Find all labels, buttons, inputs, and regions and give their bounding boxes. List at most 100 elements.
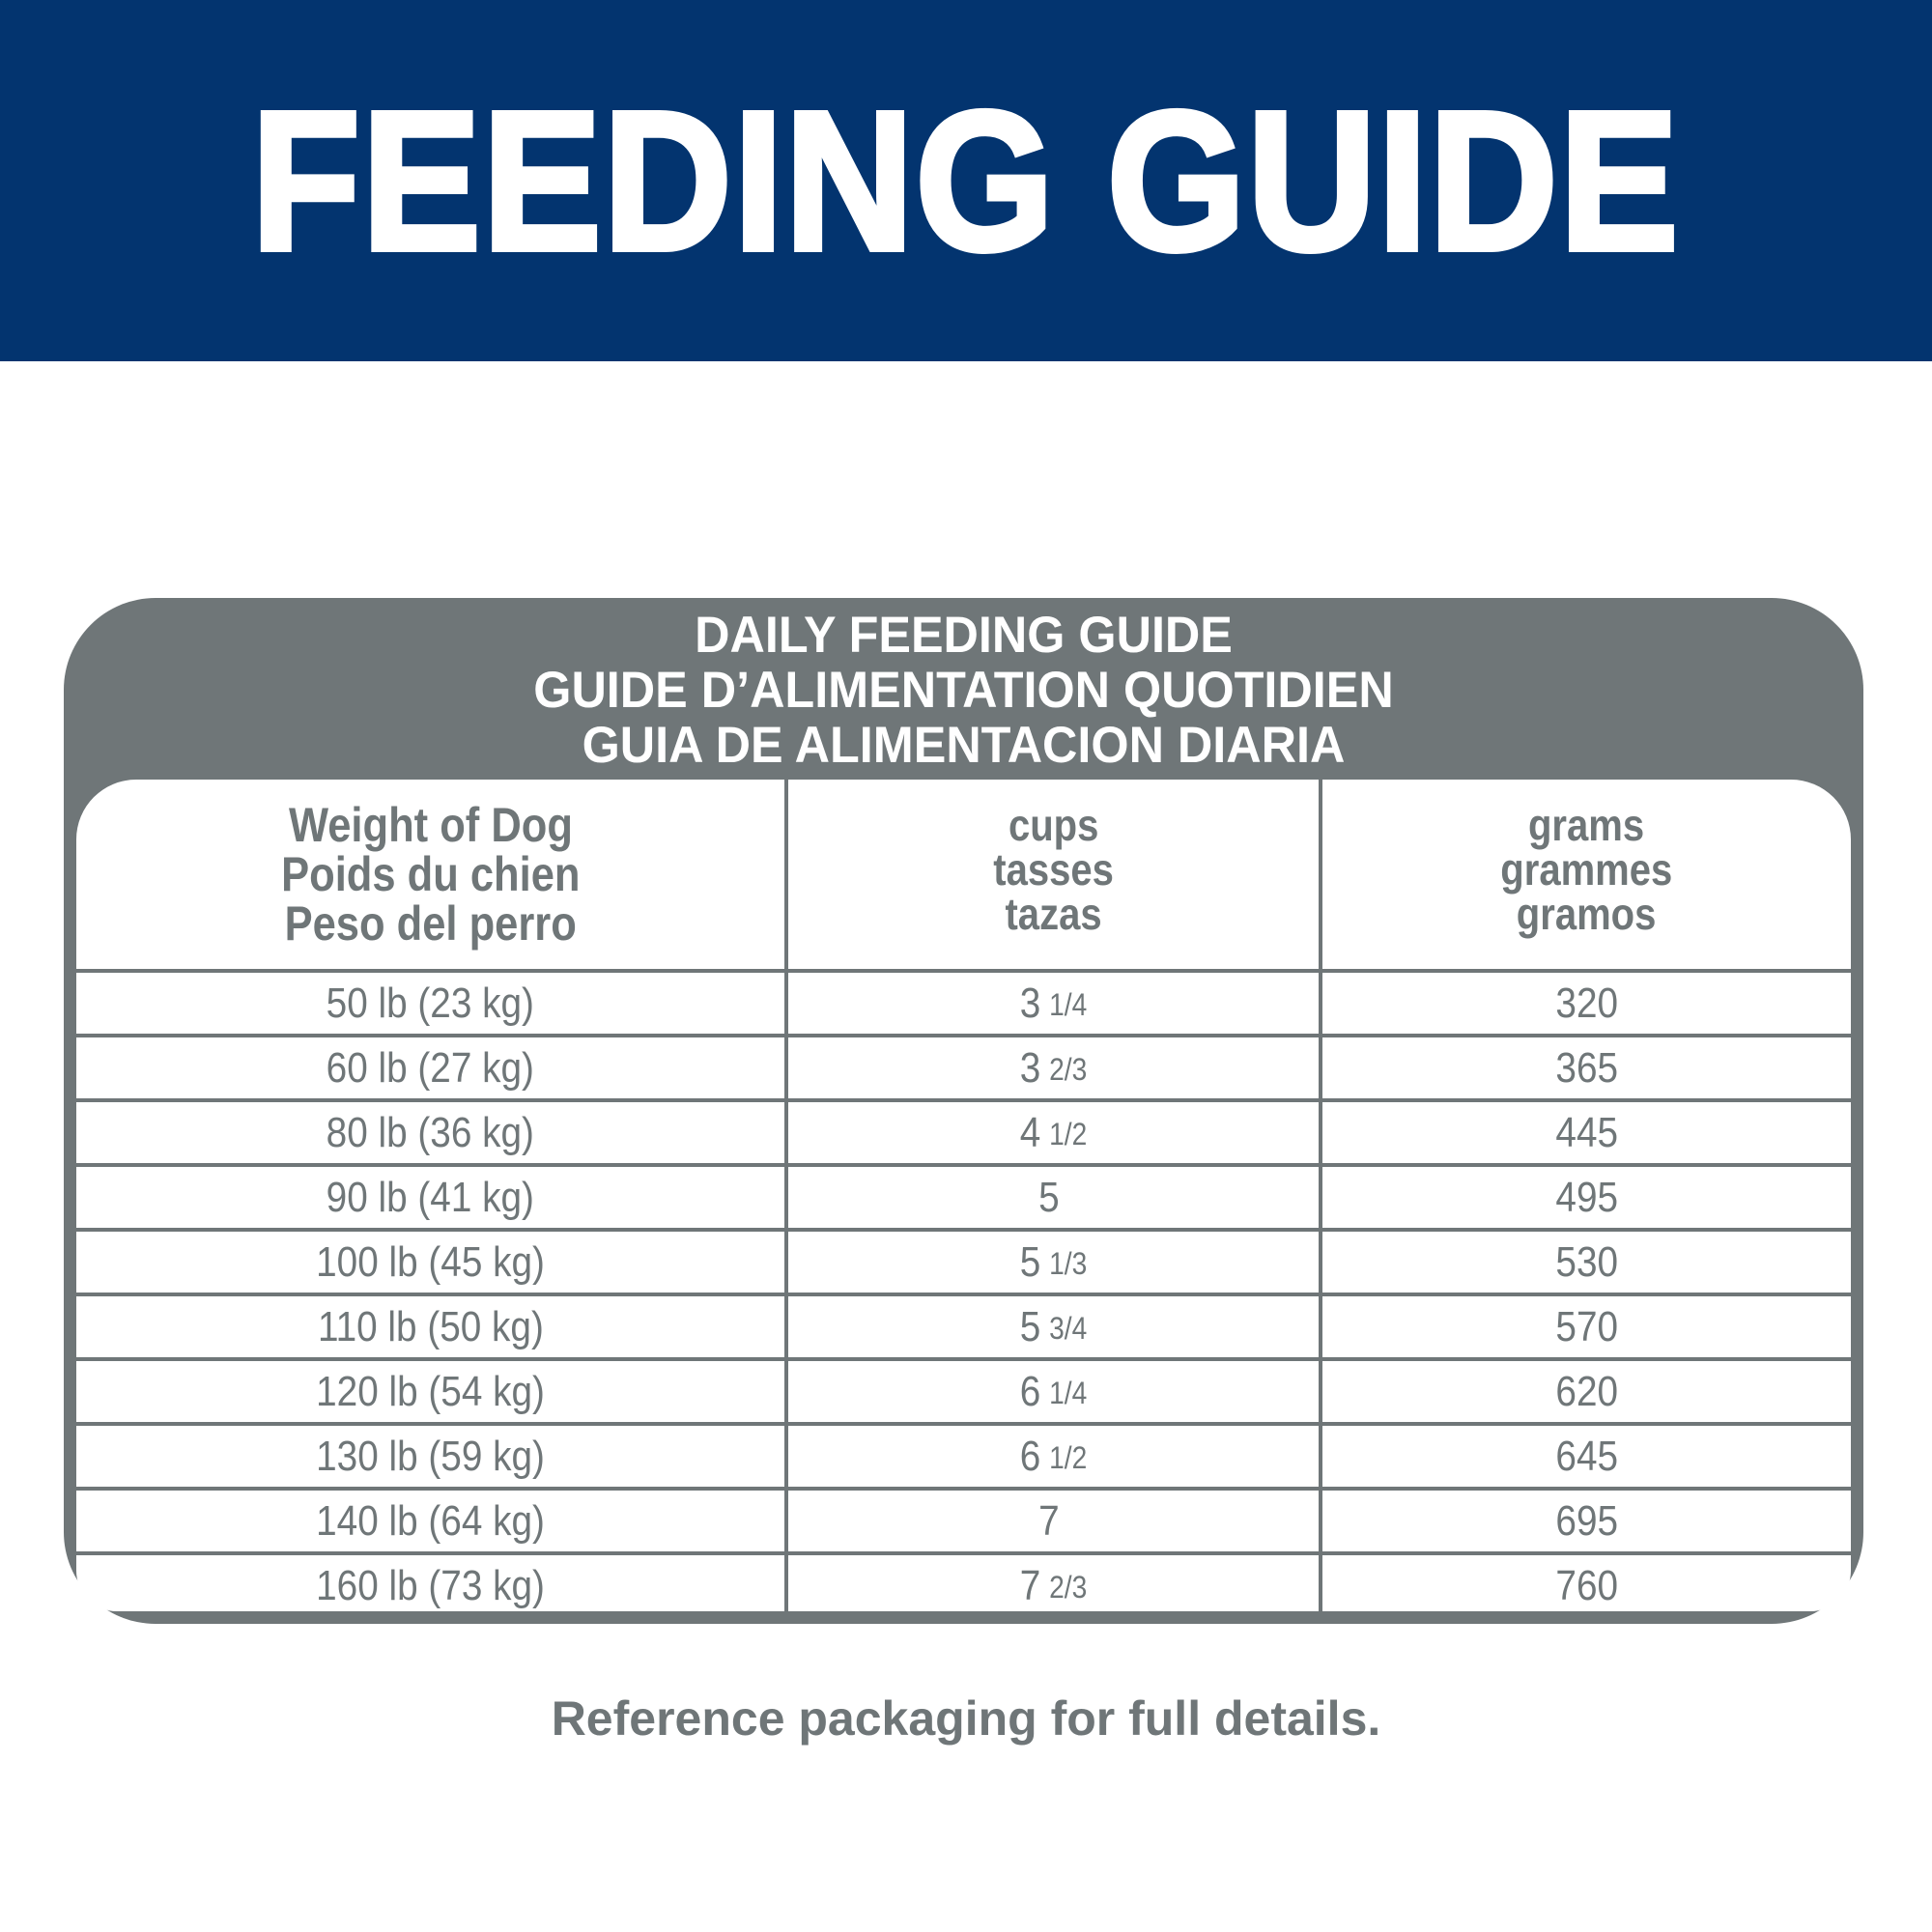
table-row: 80 lb (36 kg) 4 1/2 445 bbox=[76, 1098, 1851, 1163]
cups-fraction: 1/3 bbox=[1049, 1245, 1088, 1281]
weight-value: 160 lb (73 kg) bbox=[316, 1561, 545, 1609]
feeding-table: Weight of Dog Poids du chien Peso del pe… bbox=[76, 780, 1851, 1611]
grams-cell: 320 bbox=[1322, 973, 1851, 1034]
table-title-es: GUIA DE ALIMENTACION DIARIA bbox=[582, 717, 1346, 774]
cups-fraction: 2/3 bbox=[1049, 1051, 1088, 1087]
grams-cell: 695 bbox=[1322, 1491, 1851, 1551]
weight-cell: 120 lb (54 kg) bbox=[76, 1361, 788, 1422]
weight-value: 130 lb (59 kg) bbox=[316, 1432, 545, 1480]
weight-value: 50 lb (23 kg) bbox=[326, 979, 535, 1027]
grams-cell: 760 bbox=[1322, 1555, 1851, 1611]
cups-cell: 5 bbox=[788, 1167, 1322, 1228]
grams-value: 695 bbox=[1555, 1496, 1618, 1545]
weight-cell: 50 lb (23 kg) bbox=[76, 973, 788, 1034]
weight-cell: 60 lb (27 kg) bbox=[76, 1037, 788, 1098]
grams-value: 365 bbox=[1555, 1043, 1618, 1092]
grams-value: 570 bbox=[1555, 1302, 1618, 1350]
header-cups-fr: tasses bbox=[993, 844, 1114, 895]
cups-fraction: 3/4 bbox=[1049, 1310, 1088, 1346]
grams-cell: 365 bbox=[1322, 1037, 1851, 1098]
cups-whole: 5 bbox=[1038, 1173, 1060, 1221]
grams-value: 645 bbox=[1555, 1432, 1618, 1480]
cups-cell: 7 2/3 bbox=[788, 1555, 1322, 1611]
table-row: 100 lb (45 kg) 5 1/3 530 bbox=[76, 1228, 1851, 1293]
header-weight-es: Peso del perro bbox=[284, 896, 577, 951]
weight-cell: 110 lb (50 kg) bbox=[76, 1296, 788, 1357]
weight-value: 80 lb (36 kg) bbox=[326, 1108, 535, 1156]
table-row: 120 lb (54 kg) 6 1/4 620 bbox=[76, 1357, 1851, 1422]
weight-cell: 130 lb (59 kg) bbox=[76, 1426, 788, 1487]
cups-fraction: 1/4 bbox=[1049, 1375, 1088, 1410]
table-header-row: Weight of Dog Poids du chien Peso del pe… bbox=[76, 780, 1851, 969]
cups-fraction: 2/3 bbox=[1049, 1569, 1088, 1605]
feeding-table-card: DAILY FEEDING GUIDE GUIDE D’ALIMENTATION… bbox=[64, 598, 1863, 1624]
table-row: 90 lb (41 kg) 5 495 bbox=[76, 1163, 1851, 1228]
header-weight-en: Weight of Dog bbox=[288, 798, 573, 852]
cups-whole: 5 bbox=[1019, 1237, 1041, 1286]
grams-cell: 530 bbox=[1322, 1232, 1851, 1293]
cups-fraction: 1/2 bbox=[1049, 1439, 1088, 1475]
cups-whole: 5 bbox=[1019, 1302, 1041, 1350]
grams-cell: 570 bbox=[1322, 1296, 1851, 1357]
cups-cell: 4 1/2 bbox=[788, 1102, 1322, 1163]
grams-cell: 620 bbox=[1322, 1361, 1851, 1422]
grams-cell: 495 bbox=[1322, 1167, 1851, 1228]
cups-whole: 6 bbox=[1019, 1432, 1041, 1480]
weight-value: 140 lb (64 kg) bbox=[316, 1496, 545, 1545]
cups-fraction: 1/4 bbox=[1049, 986, 1088, 1022]
header-grams: grams grammes gramos bbox=[1322, 780, 1851, 969]
page-title: FEEDING GUIDE bbox=[249, 70, 1682, 292]
weight-cell: 140 lb (64 kg) bbox=[76, 1491, 788, 1551]
cups-whole: 3 bbox=[1019, 1043, 1041, 1092]
header-cups: cups tasses tazas bbox=[788, 780, 1322, 969]
grams-value: 530 bbox=[1555, 1237, 1618, 1286]
cups-whole: 7 bbox=[1019, 1561, 1041, 1609]
grams-value: 495 bbox=[1555, 1173, 1618, 1221]
cups-whole: 4 bbox=[1019, 1108, 1041, 1156]
header-cups-es: tazas bbox=[1005, 889, 1102, 939]
grams-value: 620 bbox=[1555, 1367, 1618, 1415]
header-weight: Weight of Dog Poids du chien Peso del pe… bbox=[76, 780, 788, 969]
header-grams-fr: grammes bbox=[1500, 844, 1673, 895]
table-row: 110 lb (50 kg) 5 3/4 570 bbox=[76, 1293, 1851, 1357]
footer-note: Reference packaging for full details. bbox=[551, 1691, 1381, 1746]
cups-whole: 6 bbox=[1019, 1367, 1041, 1415]
table-row: 130 lb (59 kg) 6 1/2 645 bbox=[76, 1422, 1851, 1487]
weight-value: 100 lb (45 kg) bbox=[316, 1237, 545, 1286]
grams-value: 760 bbox=[1555, 1561, 1618, 1609]
weight-value: 60 lb (27 kg) bbox=[326, 1043, 535, 1092]
table-row: 60 lb (27 kg) 3 2/3 365 bbox=[76, 1034, 1851, 1098]
header-grams-es: gramos bbox=[1517, 889, 1657, 939]
cups-whole: 3 bbox=[1019, 979, 1041, 1027]
table-row: 160 lb (73 kg) 7 2/3 760 bbox=[76, 1551, 1851, 1611]
table-title-en: DAILY FEEDING GUIDE bbox=[695, 607, 1233, 664]
cups-cell: 5 3/4 bbox=[788, 1296, 1322, 1357]
grams-value: 320 bbox=[1555, 979, 1618, 1027]
header-cups-en: cups bbox=[1008, 800, 1099, 850]
weight-value: 90 lb (41 kg) bbox=[326, 1173, 535, 1221]
cups-cell: 3 2/3 bbox=[788, 1037, 1322, 1098]
weight-cell: 100 lb (45 kg) bbox=[76, 1232, 788, 1293]
grams-cell: 445 bbox=[1322, 1102, 1851, 1163]
cups-whole: 7 bbox=[1038, 1496, 1060, 1545]
table-title: DAILY FEEDING GUIDE GUIDE D’ALIMENTATION… bbox=[64, 608, 1863, 773]
cups-cell: 5 1/3 bbox=[788, 1232, 1322, 1293]
header-weight-fr: Poids du chien bbox=[280, 847, 581, 901]
weight-cell: 160 lb (73 kg) bbox=[76, 1555, 788, 1611]
weight-value: 110 lb (50 kg) bbox=[317, 1302, 544, 1350]
table-title-fr: GUIDE D’ALIMENTATION QUOTIDIEN bbox=[533, 662, 1394, 719]
cups-cell: 6 1/2 bbox=[788, 1426, 1322, 1487]
weight-value: 120 lb (54 kg) bbox=[316, 1367, 545, 1415]
title-banner: FEEDING GUIDE bbox=[0, 0, 1932, 361]
cups-cell: 6 1/4 bbox=[788, 1361, 1322, 1422]
weight-cell: 90 lb (41 kg) bbox=[76, 1167, 788, 1228]
table-row: 50 lb (23 kg) 3 1/4 320 bbox=[76, 969, 1851, 1034]
grams-cell: 645 bbox=[1322, 1426, 1851, 1487]
weight-cell: 80 lb (36 kg) bbox=[76, 1102, 788, 1163]
cups-fraction: 1/2 bbox=[1049, 1116, 1088, 1151]
table-row: 140 lb (64 kg) 7 695 bbox=[76, 1487, 1851, 1551]
grams-value: 445 bbox=[1555, 1108, 1618, 1156]
header-grams-en: grams bbox=[1528, 800, 1645, 850]
cups-cell: 7 bbox=[788, 1491, 1322, 1551]
cups-cell: 3 1/4 bbox=[788, 973, 1322, 1034]
